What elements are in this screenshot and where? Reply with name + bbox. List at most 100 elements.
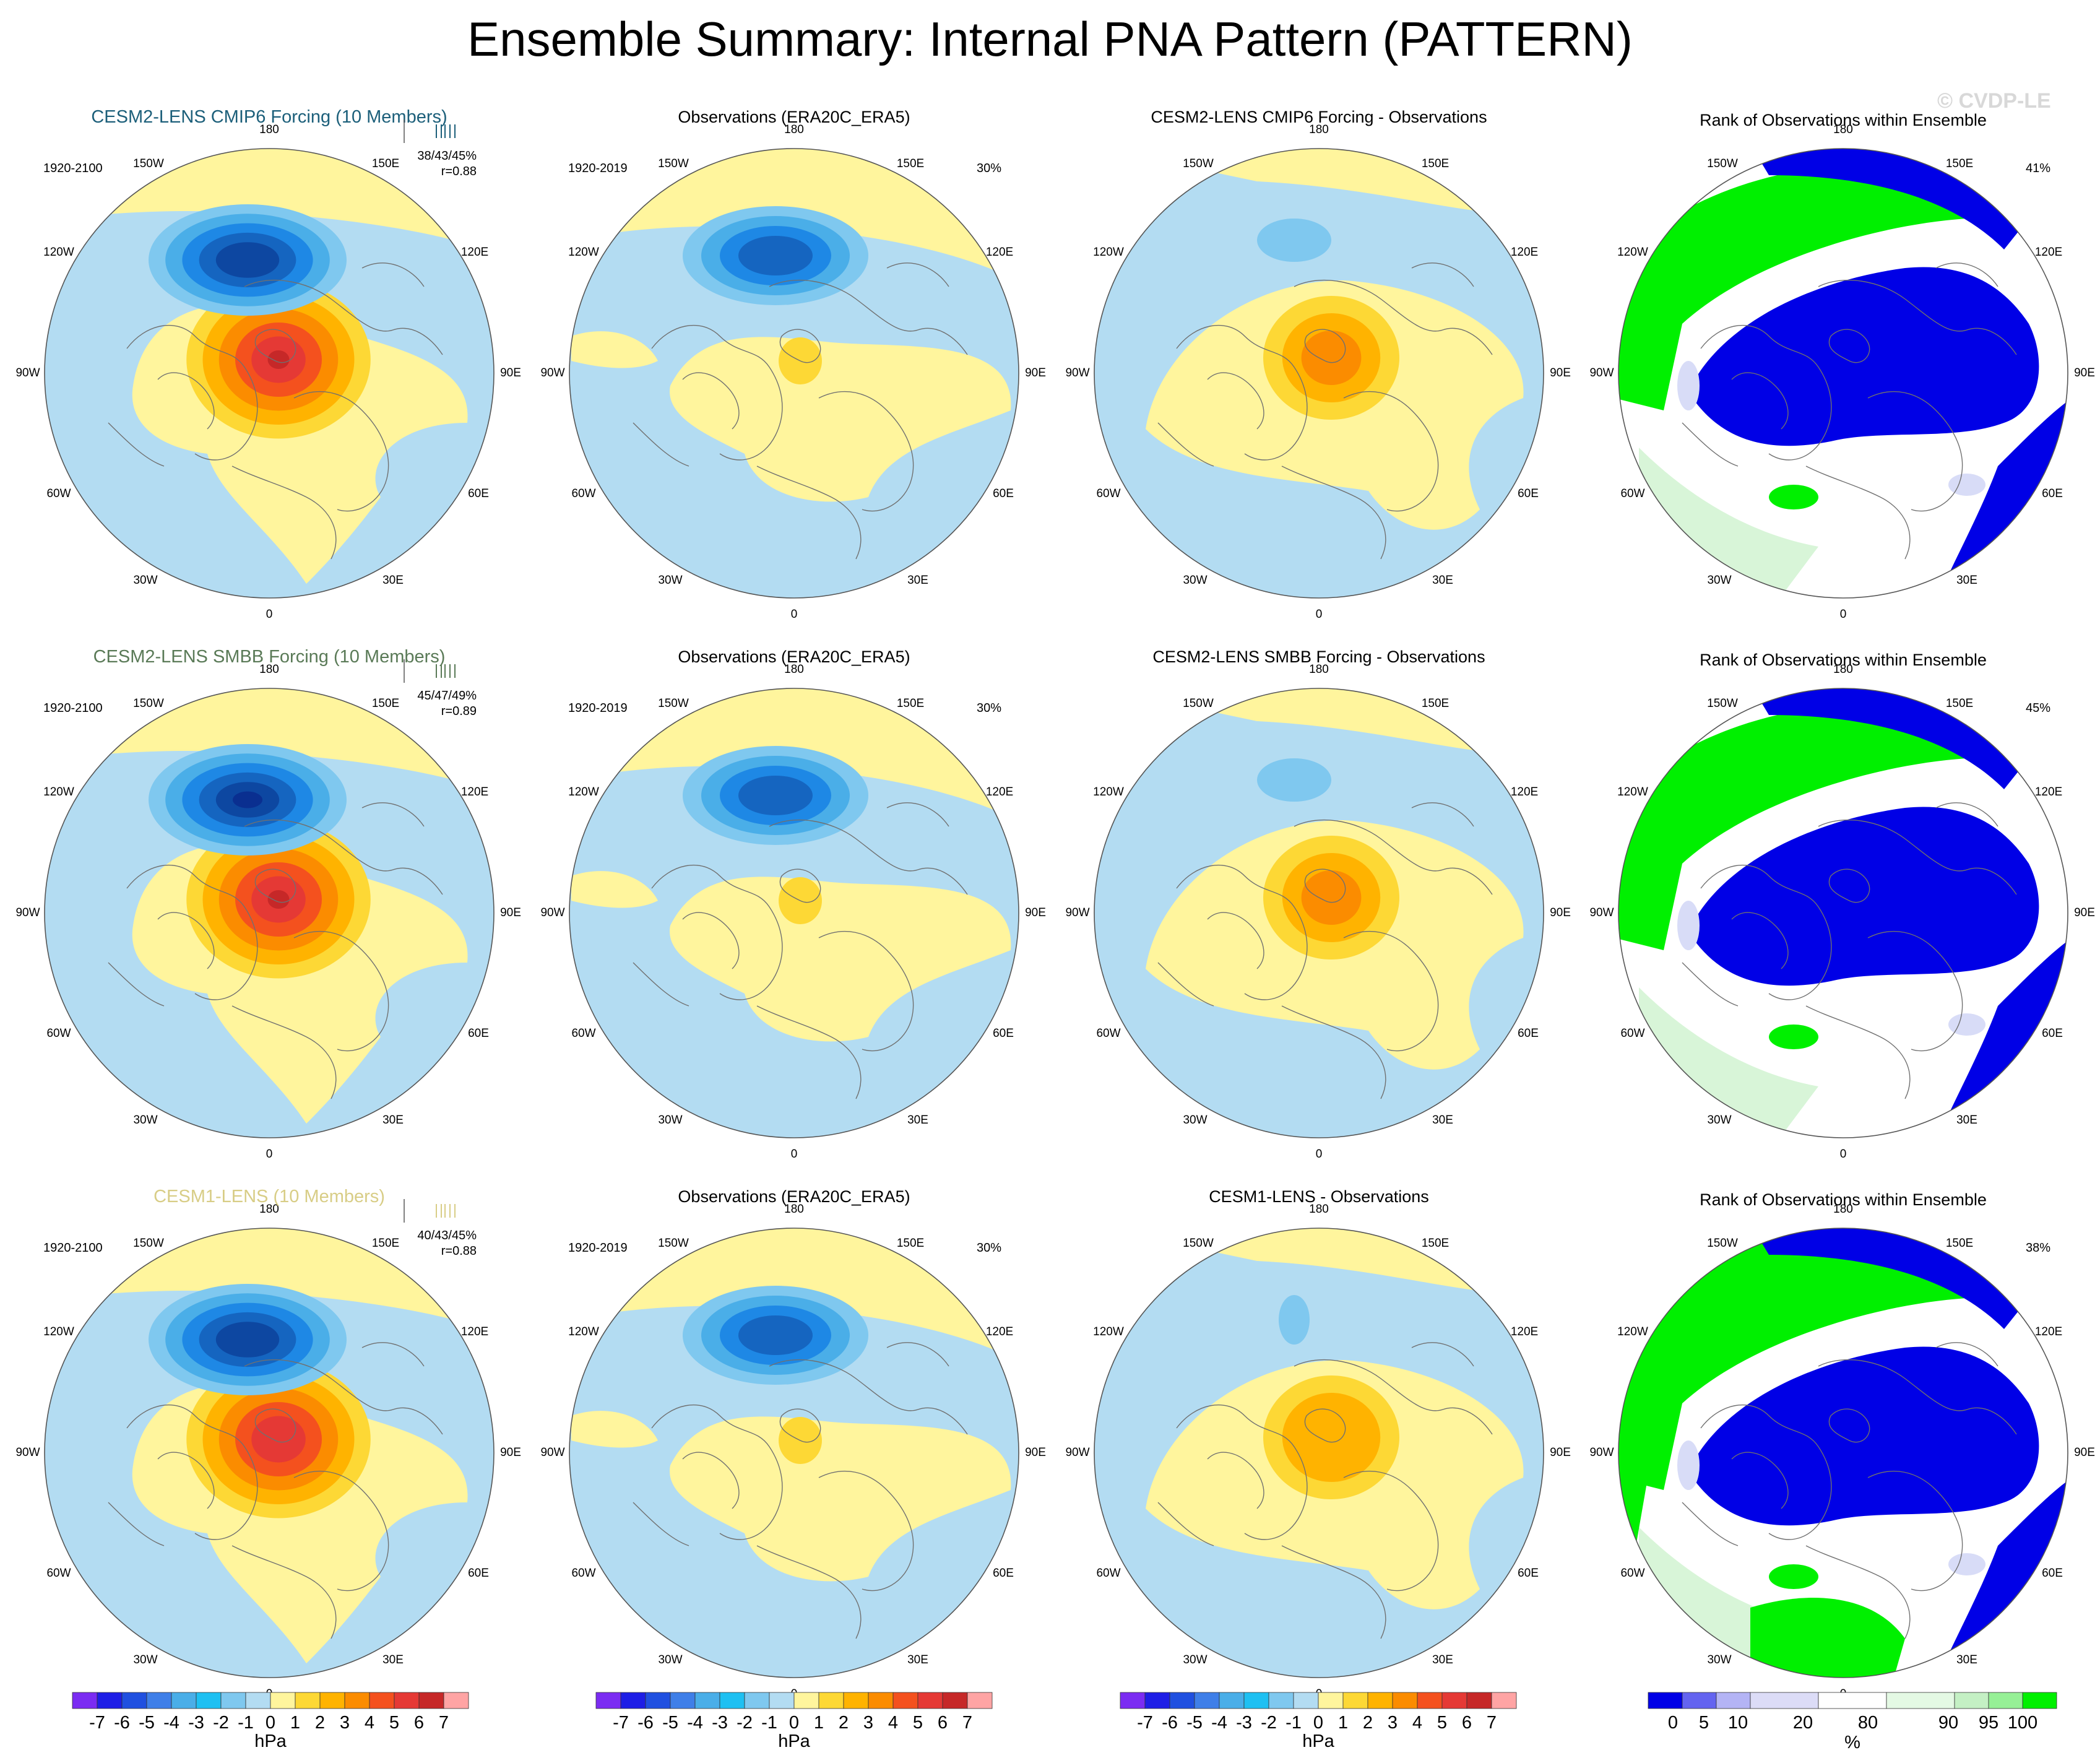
meridian-label: 60E — [2042, 1567, 2063, 1580]
panel-period: 1920-2100 — [43, 701, 103, 715]
colorbar-tick: -1 — [1285, 1713, 1302, 1733]
colorbar-swatch — [1716, 1692, 1751, 1709]
pos-contour — [1282, 1393, 1381, 1482]
meridian-label: 30W — [658, 1114, 682, 1127]
colorbar-tick: 7 — [1487, 1713, 1497, 1733]
panel-title: Observations (ERA20C_ERA5) — [678, 1187, 910, 1206]
meridian-label: 150E — [1946, 697, 1973, 710]
colorbar-swatch — [270, 1692, 296, 1709]
meridian-label: 180 — [784, 663, 804, 676]
meridian-label: 60W — [571, 487, 595, 500]
colorbar-tick: 80 — [1858, 1713, 1878, 1733]
neg-contour — [1279, 1295, 1310, 1345]
panel-period: 1920-2100 — [43, 162, 103, 175]
meridian-label: 30E — [1432, 574, 1453, 587]
rank-pct: 38% — [2026, 1241, 2050, 1255]
panel-title: Rank of Observations within Ensemble — [1700, 651, 1987, 669]
colorbar-swatch — [171, 1692, 197, 1709]
meridian-label: 150E — [897, 697, 924, 710]
map-panel: 180150E120E90E60E30E030W60W90W120W150WCE… — [1065, 1187, 1570, 1700]
colorbar-swatch — [595, 1692, 621, 1709]
colorbar-swatch — [369, 1692, 395, 1709]
rank-lavender — [1677, 361, 1700, 410]
rank-blue — [1688, 807, 2039, 986]
colorbar-tick: -6 — [114, 1713, 130, 1733]
neg-contour — [215, 242, 280, 278]
meridian-label: 60E — [1518, 1027, 1539, 1040]
colorbar-swatch — [319, 1692, 345, 1709]
neg-contour — [1257, 758, 1331, 802]
meridian-label: 0 — [1316, 1148, 1323, 1161]
meridian-label: 90W — [15, 1446, 40, 1459]
neg-contour — [233, 791, 262, 808]
pos-region — [571, 871, 658, 908]
pos-contour — [1301, 870, 1362, 925]
meridian-label: 150W — [1183, 1237, 1214, 1250]
pattern-correlation: r=0.88 — [441, 165, 477, 178]
meridian-label: 90W — [15, 906, 40, 919]
pos-contour — [267, 890, 290, 909]
colorbar-swatch — [670, 1692, 696, 1709]
rank-lavender — [1677, 901, 1700, 950]
meridian-label: 120E — [1511, 1325, 1538, 1338]
meridian-label: 0 — [266, 1148, 273, 1161]
meridian-label: 150E — [372, 157, 399, 170]
colorbar-tick: -2 — [737, 1713, 753, 1733]
colorbar-swatch — [1318, 1692, 1344, 1709]
colorbar-tick: -5 — [1186, 1713, 1203, 1733]
meridian-label: 30E — [382, 574, 404, 587]
map-field — [45, 688, 494, 1138]
meridian-label: 90E — [2074, 1446, 2095, 1459]
map-border — [44, 1228, 495, 1678]
colorbar-tick: 5 — [389, 1713, 399, 1733]
colorbar-swatch — [418, 1692, 444, 1709]
meridian-label: 90E — [500, 906, 521, 919]
meridian-label: 120E — [986, 786, 1013, 799]
watermark: © CVDP-LE — [1937, 89, 2051, 113]
colorbar-tick: 0 — [1313, 1713, 1323, 1733]
colorbar-tick: -1 — [761, 1713, 777, 1733]
meridian-label: 0 — [791, 1148, 798, 1161]
meridian-label: 60W — [1620, 1027, 1644, 1040]
meridian-label: 30E — [907, 1114, 928, 1127]
meridian-label: 150E — [1422, 157, 1449, 170]
map-border — [569, 148, 1019, 599]
meridian-label: 120E — [2035, 246, 2062, 259]
pct-variance: 45/47/49% — [417, 689, 477, 703]
colorbar-tick: 1 — [290, 1713, 300, 1733]
meridian-label: 30W — [1183, 1653, 1207, 1666]
colorbar-swatch — [1648, 1692, 1683, 1709]
pattern-correlation: r=0.88 — [441, 1244, 477, 1258]
meridian-label: 60W — [1620, 487, 1644, 500]
pos-contour — [1301, 331, 1362, 385]
meridian-label: 30W — [1707, 1114, 1731, 1127]
meridian-label: 150W — [1707, 157, 1738, 170]
meridian-label: 180 — [1833, 1203, 1853, 1216]
colorbar-unit: % — [1844, 1733, 1860, 1752]
meridian-label: 180 — [1309, 123, 1329, 136]
meridian-label: 90W — [1065, 366, 1089, 379]
colorbar-tick: 6 — [414, 1713, 424, 1733]
colorbar-tick: 4 — [888, 1713, 898, 1733]
meridian-label: 90E — [2074, 366, 2095, 379]
map-border — [1618, 1228, 2068, 1678]
rank-field — [1618, 1228, 2068, 1678]
meridian-label: 90W — [1065, 1446, 1089, 1459]
map-panel: 180150E120E90E60E30E030W60W90W120W150WRa… — [1589, 1190, 2094, 1700]
colorbar-swatch — [1466, 1692, 1492, 1709]
rank-green-patch — [1769, 485, 1818, 509]
panel-title: Observations (ERA20C_ERA5) — [678, 648, 910, 666]
colorbar-tick: -1 — [238, 1713, 254, 1733]
meridian-label: 30W — [1707, 574, 1731, 587]
colorbar-tick: -3 — [1236, 1713, 1252, 1733]
colorbar-tick: 6 — [1462, 1713, 1472, 1733]
meridian-label: 150W — [133, 697, 164, 710]
colorbar-swatch — [868, 1692, 894, 1709]
colorbar-tick: -4 — [1211, 1713, 1227, 1733]
meridian-label: 150W — [658, 697, 689, 710]
pos-region — [571, 1411, 658, 1448]
rank-lavender — [1948, 474, 1985, 496]
map-border — [1618, 688, 2068, 1138]
meridian-label: 150E — [897, 1237, 924, 1250]
neg-contour — [215, 1322, 280, 1358]
